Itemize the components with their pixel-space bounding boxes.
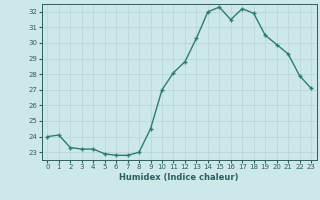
X-axis label: Humidex (Indice chaleur): Humidex (Indice chaleur): [119, 173, 239, 182]
